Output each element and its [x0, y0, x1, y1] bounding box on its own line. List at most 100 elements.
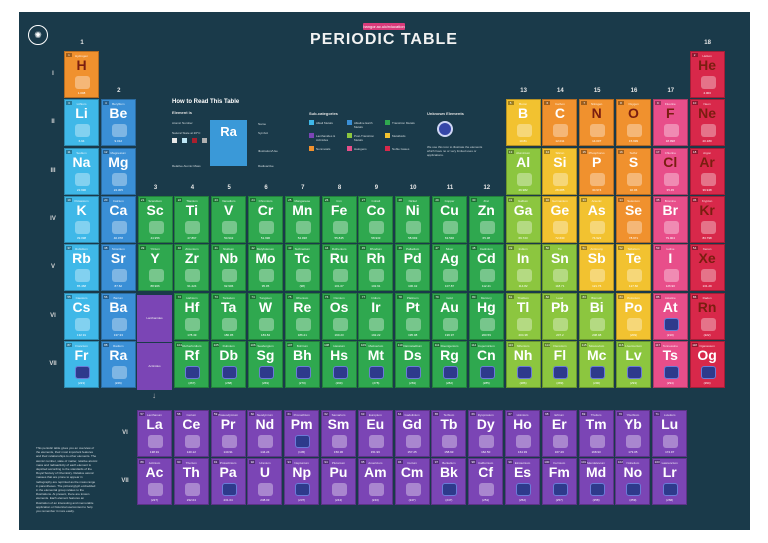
- element-cell-ir[interactable]: 77 Iridium Ir 192.22: [358, 292, 394, 340]
- element-cell-ti[interactable]: 22 Titanium Ti 47.867: [174, 195, 210, 243]
- element-cell-ge[interactable]: 32 Germanium Ge 72.630: [542, 195, 578, 243]
- element-cell-ts[interactable]: 117 Tennessine Ts (294): [652, 340, 688, 388]
- element-cell-te[interactable]: 52 Tellurium Te 127.60: [616, 244, 651, 292]
- element-cell-cm[interactable]: 96 Curium Cm (247): [394, 458, 430, 505]
- element-cell-am[interactable]: 95 Americium Am (243): [357, 458, 393, 505]
- element-cell-b[interactable]: 5 Boron B 10.81: [505, 99, 541, 147]
- element-cell-ra[interactable]: 88 Radium Ra (226): [100, 340, 136, 388]
- element-cell-au[interactable]: 79 Gold Au 196.97: [432, 292, 467, 340]
- element-cell-sm[interactable]: 62 Samarium Sm 150.36: [321, 410, 356, 457]
- element-cell-tl[interactable]: 81 Thallium Tl 204.38: [505, 292, 541, 340]
- element-cell-nb[interactable]: 41 Niobium Nb 92.906: [211, 244, 247, 292]
- element-cell-s[interactable]: 16 Sulfur S 32.06: [616, 147, 651, 195]
- element-cell-he[interactable]: 2 Helium He 4.003: [689, 51, 725, 98]
- element-cell-no[interactable]: 102 Nobelium No (259): [615, 458, 651, 505]
- element-cell-pb[interactable]: 82 Lead Pb 207.2: [542, 292, 578, 340]
- element-cell-in[interactable]: 49 Indium In 114.82: [505, 244, 541, 292]
- element-cell-rh[interactable]: 45 Rhodium Rh 102.91: [358, 244, 394, 292]
- element-cell-lv[interactable]: 116 Livermorium Lv (293): [616, 340, 651, 388]
- element-cell-mo[interactable]: 42 Molybdenum Mo 95.95: [248, 244, 283, 292]
- element-cell-th[interactable]: 90 Thorium Th 232.04: [173, 458, 209, 505]
- element-cell-tb[interactable]: 65 Terbium Tb 158.93: [431, 410, 467, 457]
- element-cell-dy[interactable]: 66 Dysprosium Dy 162.50: [468, 410, 504, 457]
- element-cell-po[interactable]: 84 Polonium Po (209): [616, 292, 651, 340]
- element-cell-hs[interactable]: 108 Hassium Hs (269): [321, 340, 357, 388]
- element-cell-pm[interactable]: 61 Promethium Pm (145): [284, 410, 320, 457]
- element-cell-w[interactable]: 74 Tungsten W 183.84: [248, 292, 283, 340]
- element-cell-fl[interactable]: 114 Flerovium Fl (289): [542, 340, 578, 388]
- element-cell-rf[interactable]: 104 Rutherfordium Rf (267): [174, 340, 210, 388]
- element-cell-hg[interactable]: 80 Mercury Hg 200.59: [468, 292, 504, 340]
- element-cell-db[interactable]: 105 Dubnium Db (268): [211, 340, 247, 388]
- element-cell-co[interactable]: 27 Cobalt Co 58.933: [358, 195, 394, 243]
- element-cell-bi[interactable]: 83 Bismuth Bi 208.98: [579, 292, 615, 340]
- element-cell-mt[interactable]: 109 Meitnerium Mt (278): [358, 340, 394, 388]
- element-cell-rn[interactable]: 86 Radon Rn (222): [689, 292, 725, 340]
- element-cell-sc[interactable]: 21 Scandium Sc 44.956: [137, 195, 173, 243]
- element-cell-pd[interactable]: 46 Palladium Pd 106.42: [395, 244, 431, 292]
- element-cell-md[interactable]: 101 Mendelevium Md (258): [578, 458, 614, 505]
- element-cell-v[interactable]: 23 Vanadium V 50.942: [211, 195, 247, 243]
- element-cell-bh[interactable]: 107 Bohrium Bh (270): [284, 340, 320, 388]
- element-cell-ca[interactable]: 20 Calcium Ca 40.078: [100, 195, 136, 243]
- element-cell-o[interactable]: 8 Oxygen O 15.999: [616, 99, 651, 147]
- element-cell-ba[interactable]: 56 Barium Ba 137.33: [100, 292, 136, 340]
- element-cell-gd[interactable]: 64 Gadolinium Gd 157.25: [394, 410, 430, 457]
- element-cell-sb[interactable]: 51 Antimony Sb 121.76: [579, 244, 615, 292]
- element-cell-bk[interactable]: 97 Berkelium Bk (247): [431, 458, 467, 505]
- element-cell-pa[interactable]: 91 Protactinium Pa 231.04: [210, 458, 246, 505]
- element-cell-cd[interactable]: 48 Cadmium Cd 112.41: [468, 244, 504, 292]
- element-cell-mn[interactable]: 25 Manganese Mn 54.938: [284, 195, 320, 243]
- element-cell-f[interactable]: 9 Fluorine F 18.998: [652, 99, 688, 147]
- element-cell-c[interactable]: 6 Carbon C 12.011: [542, 99, 578, 147]
- element-cell-sr[interactable]: 38 Strontium Sr 87.62: [100, 244, 136, 292]
- element-cell-ce[interactable]: 58 Cerium Ce 140.12: [173, 410, 209, 457]
- element-cell-al[interactable]: 13 Aluminium Al 26.982: [505, 147, 541, 195]
- element-cell-np[interactable]: 93 Neptunium Np (237): [284, 458, 320, 505]
- element-cell-xe[interactable]: 54 Xenon Xe 131.29: [689, 244, 725, 292]
- element-cell-eu[interactable]: 63 Europium Eu 151.96: [357, 410, 393, 457]
- element-cell-cs[interactable]: 55 Caesium Cs 132.91: [64, 292, 99, 340]
- element-cell-fe[interactable]: 26 Iron Fe 55.845: [321, 195, 357, 243]
- element-cell-og[interactable]: 118 Oganesson Og (294): [689, 340, 725, 388]
- element-cell-rg[interactable]: 111 Roentgenium Rg (282): [432, 340, 467, 388]
- element-cell-ho[interactable]: 67 Holmium Ho 164.93: [505, 410, 540, 457]
- element-cell-li[interactable]: 3 Lithium Li 6.94: [64, 99, 99, 147]
- element-cell-pr[interactable]: 59 Praseodymium Pr 140.91: [210, 410, 246, 457]
- element-cell-n[interactable]: 7 Nitrogen N 14.007: [579, 99, 615, 147]
- element-cell-lr[interactable]: 103 Lawrencium Lr (266): [652, 458, 688, 505]
- element-cell-yb[interactable]: 70 Ytterbium Yb 173.05: [615, 410, 651, 457]
- element-cell-zn[interactable]: 30 Zinc Zn 65.38: [468, 195, 504, 243]
- element-cell-cn[interactable]: 112 Copernicium Cn (285): [468, 340, 504, 388]
- element-cell-pu[interactable]: 94 Plutonium Pu (244): [321, 458, 356, 505]
- element-cell-ni[interactable]: 28 Nickel Ni 58.693: [395, 195, 431, 243]
- element-cell-pt[interactable]: 78 Platinum Pt 195.08: [395, 292, 431, 340]
- element-cell-rb[interactable]: 37 Rubidium Rb 85.468: [64, 244, 99, 292]
- element-cell-kr[interactable]: 36 Krypton Kr 83.798: [689, 195, 725, 243]
- element-cell-tc[interactable]: 43 Technetium Tc (98): [284, 244, 320, 292]
- element-cell-cr[interactable]: 24 Chromium Cr 51.996: [248, 195, 283, 243]
- element-cell-nd[interactable]: 60 Neodymium Nd 144.24: [247, 410, 283, 457]
- element-cell-i[interactable]: 53 Iodine I 126.90: [652, 244, 688, 292]
- element-cell-ta[interactable]: 73 Tantalum Ta 180.95: [211, 292, 247, 340]
- element-cell-cu[interactable]: 29 Copper Cu 63.546: [432, 195, 467, 243]
- element-cell-tm[interactable]: 69 Thulium Tm 168.93: [578, 410, 614, 457]
- element-cell-mc[interactable]: 115 Moscovium Mc (290): [579, 340, 615, 388]
- element-cell-sg[interactable]: 106 Seaborgium Sg (269): [248, 340, 283, 388]
- element-cell-cf[interactable]: 98 Californium Cf (251): [468, 458, 504, 505]
- element-cell-ac[interactable]: 89 Actinium Ac (227): [137, 458, 172, 505]
- element-cell-ga[interactable]: 31 Gallium Ga 69.723: [505, 195, 541, 243]
- element-cell-si[interactable]: 14 Silicon Si 28.085: [542, 147, 578, 195]
- element-cell-at[interactable]: 85 Astatine At (210): [652, 292, 688, 340]
- element-cell-se[interactable]: 34 Selenium Se 78.971: [616, 195, 651, 243]
- element-cell-as[interactable]: 33 Arsenic As 74.922: [579, 195, 615, 243]
- element-cell-ar[interactable]: 18 Argon Ar 39.948: [689, 147, 725, 195]
- element-cell-sn[interactable]: 50 Tin Sn 118.71: [542, 244, 578, 292]
- element-cell-zr[interactable]: 40 Zirconium Zr 91.224: [174, 244, 210, 292]
- element-cell-p[interactable]: 15 Phosphorus P 30.974: [579, 147, 615, 195]
- element-cell-h[interactable]: 1 Hydrogen H 1.008: [64, 51, 99, 98]
- element-cell-be[interactable]: 4 Beryllium Be 9.012: [100, 99, 136, 147]
- element-cell-k[interactable]: 19 Potassium K 39.098: [64, 195, 99, 243]
- element-cell-cl[interactable]: 17 Chlorine Cl 35.45: [652, 147, 688, 195]
- element-cell-nh[interactable]: 113 Nihonium Nh (286): [505, 340, 541, 388]
